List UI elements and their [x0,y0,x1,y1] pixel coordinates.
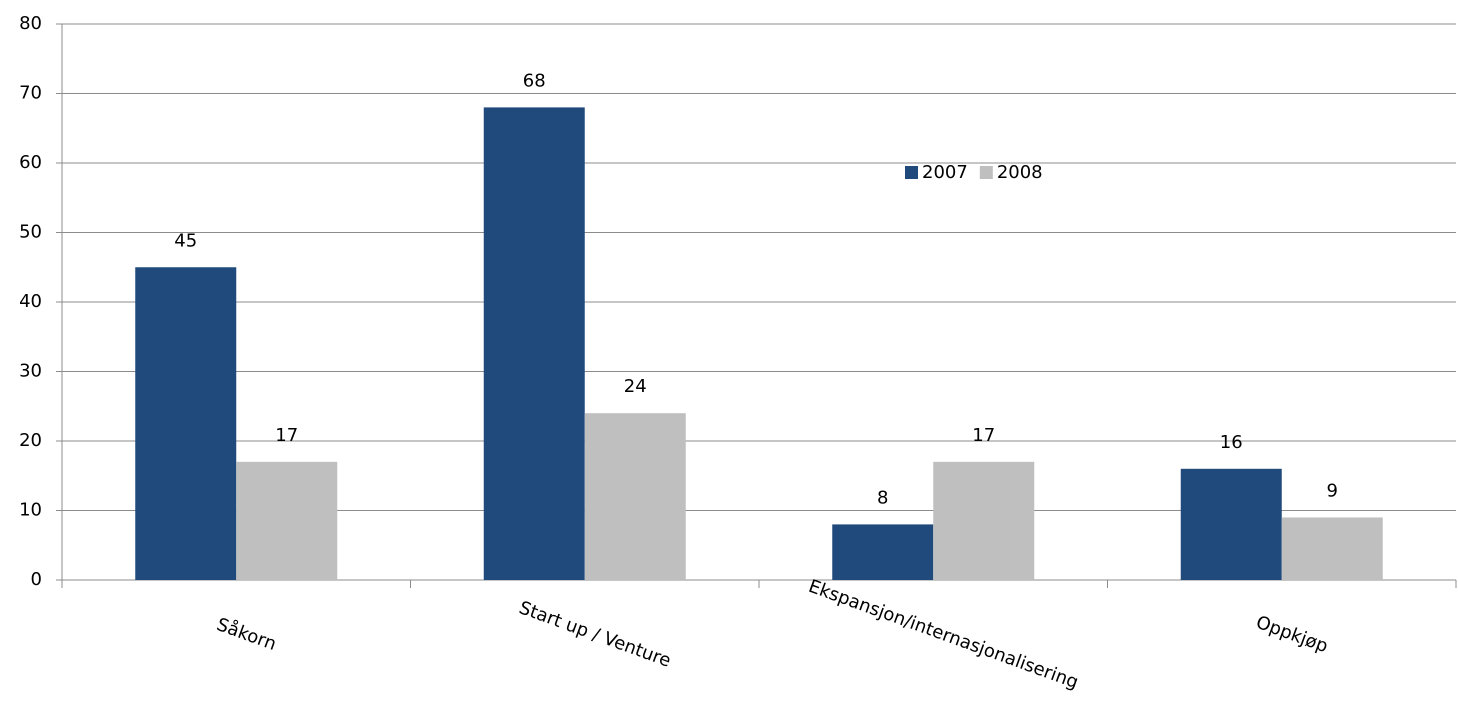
data-label: 17 [275,425,298,446]
bar [584,413,686,580]
x-tick-label: Start up / Venture [516,597,674,671]
bar [933,461,1035,580]
legend-swatch [979,166,993,179]
data-label: 45 [174,230,197,251]
data-label: 24 [624,376,647,397]
data-label: 17 [972,425,995,446]
data-label: 68 [523,70,546,91]
y-tick-label: 10 [19,500,42,521]
y-tick-label: 60 [19,152,42,173]
y-tick-label: 0 [31,569,42,590]
bar [135,267,237,580]
bar [832,524,934,580]
legend-label: 2007 [922,162,968,183]
y-tick-label: 50 [19,222,42,243]
data-label: 9 [1327,480,1338,501]
x-tick-label: Oppkjøp [1253,612,1331,657]
bar [236,461,338,580]
bar [1281,517,1383,580]
data-label: 16 [1220,432,1243,453]
y-tick-label: 30 [19,361,42,382]
y-tick-label: 80 [19,13,42,34]
y-tick-label: 20 [19,430,42,451]
data-label: 8 [877,487,888,508]
y-tick-label: 40 [19,291,42,312]
bar [1180,468,1282,580]
legend-swatch [905,166,918,179]
y-tick-label: 70 [19,83,42,104]
x-tick-label: Såkorn [214,614,279,655]
x-tick-label: Ekspansjon/internasjonalisering [806,576,1081,693]
legend-label: 2008 [997,162,1043,183]
bar [483,107,585,581]
